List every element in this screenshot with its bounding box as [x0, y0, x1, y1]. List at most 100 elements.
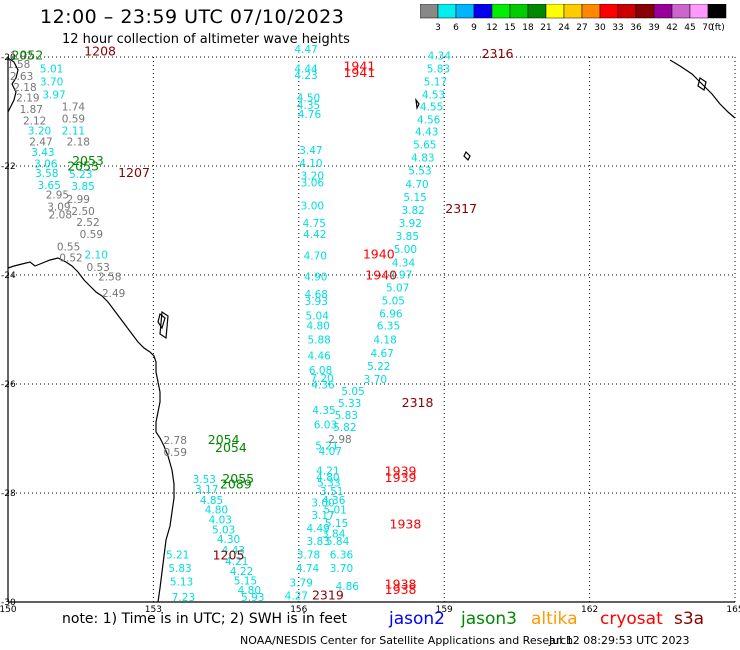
wave-height-label: 2.18 — [13, 82, 36, 94]
page-title: 12:00 – 23:59 UTC 07/10/2023 — [40, 6, 345, 28]
wave-height-label: 4.10 — [299, 158, 322, 170]
lon-tick-label: 162 — [581, 605, 598, 615]
australia-coastline — [7, 257, 175, 603]
wave-height-label: 3.97 — [42, 89, 65, 101]
footer-note: note: 1) Time is in UTC; 2) SWH is in fe… — [62, 611, 348, 627]
wave-height-label: 5.04 — [306, 311, 330, 323]
wave-height-label: 5.53 — [408, 166, 431, 178]
wave-height-label: 5.93 — [241, 592, 264, 604]
wave-height-label: 5.82 — [333, 422, 356, 434]
wave-height-label: 2.58 — [98, 271, 121, 283]
wave-height-label: 0.59 — [80, 229, 103, 241]
wave-height-label: 4.76 — [298, 109, 322, 121]
wave-height-label: 4.43 — [415, 126, 438, 138]
wave-height-label: 3.85 — [396, 231, 419, 243]
wave-height-label: 4.47 — [294, 44, 317, 56]
map-frame — [7, 57, 735, 603]
wave-height-label: 3.58 — [35, 168, 58, 180]
lon-tick-label: 153 — [145, 605, 162, 615]
new-caledonia-tip — [669, 59, 736, 119]
wave-height-label: 4.90 — [304, 271, 327, 283]
wave-height-label: 4.46 — [307, 350, 331, 362]
footer-timestamp: Jul 12 08:29:53 UTC 2023 — [549, 634, 690, 647]
wave-height-label: 5.15 — [403, 192, 426, 204]
pass-time-label: 2052 — [11, 48, 43, 63]
wave-height-label: 5.21 — [315, 440, 338, 452]
wave-height-label: 5.07 — [386, 282, 409, 294]
wave-height-label: 4.49 — [306, 523, 329, 535]
wave-height-label: 0.52 — [59, 252, 82, 264]
wave-height-label: 3.70 — [330, 563, 353, 575]
moreton-island — [157, 312, 166, 330]
wave-height-label: 3.43 — [31, 147, 54, 159]
wave-height-label: 4.34 — [392, 257, 416, 269]
wave-height-label: 5.23 — [69, 169, 92, 181]
legend-jason2: jason2 — [389, 609, 445, 629]
pass-time-label: 1939 — [385, 470, 417, 485]
wave-height-label: 5.33 — [338, 398, 361, 410]
wave-height-label: 4.55 — [420, 101, 443, 113]
scale-label: 15 — [504, 23, 515, 32]
pass-time-label: 2054 — [208, 432, 240, 447]
wave-height-label: 5.01 — [323, 505, 346, 517]
wave-height-label: 4.07 — [319, 446, 342, 458]
pass-time-label: 1938 — [385, 576, 417, 591]
wave-height-label: 2.19 — [16, 93, 39, 105]
wave-height-label: 7.20 — [310, 373, 333, 385]
lat-tick-label: -28 — [1, 489, 16, 499]
wave-height-label: 4.21 — [316, 465, 339, 477]
color-scale-legend: 3 6 9 12 15 18 21 24 27 30 33 36 39 42 45 70(ft) — [420, 4, 727, 32]
coastline — [7, 57, 736, 603]
pass-time-label: 2055 — [222, 471, 254, 486]
wave-height-label: 3.93 — [305, 296, 328, 308]
wave-height-label: 3.20 — [301, 171, 324, 183]
wave-height-label: 1.74 — [62, 101, 86, 113]
wave-height-label: 2.78 — [164, 435, 187, 447]
wave-height-label: 4.56 — [417, 114, 441, 126]
pass-time-label: 1938 — [390, 516, 422, 531]
scale-unit: (ft) — [711, 23, 725, 32]
wave-height-label: 4.68 — [305, 289, 328, 301]
axis-tick-labels: 150153156159162165-20-22-24-26-28-30 — [0, 53, 740, 615]
wave-height-label: 5.33 — [317, 477, 340, 489]
pass-time-label: 2053 — [72, 153, 104, 168]
wave-height-label: 2.12 — [23, 116, 46, 128]
scale-label: 6 — [453, 23, 459, 32]
wave-height-label: 5.05 — [382, 295, 405, 307]
wave-height-label: 4.80 — [306, 321, 329, 333]
wave-height-label: 4.53 — [422, 89, 445, 101]
scale-label: 21 — [540, 23, 551, 32]
wave-height-label: 2.98 — [328, 434, 351, 446]
legend-altika: altika — [531, 609, 578, 629]
wave-height-label: 4.22 — [230, 566, 253, 578]
footer-credit: NOAA/NESDIS Center for Satellite Applica… — [240, 634, 574, 647]
pass-time-label: 2319 — [312, 587, 344, 602]
wave-height-label: 3.92 — [399, 218, 422, 230]
scale-label: 24 — [558, 23, 570, 32]
wave-height-label: 0.55 — [57, 241, 80, 253]
wave-height-label: 3.06 — [301, 178, 325, 190]
wave-height-label: 3.82 — [401, 205, 424, 217]
wave-height-label: 6.36 — [330, 549, 354, 561]
wave-height-label: 4.36 — [322, 495, 346, 507]
scale-label: 33 — [612, 23, 623, 32]
lon-tick-label: 165 — [726, 605, 740, 615]
wave-height-label: 3.00 — [301, 201, 324, 213]
wave-height-label: 4.74 — [296, 563, 320, 575]
wave-height-label: 3.06 — [34, 159, 58, 171]
wave-height-label: 5.22 — [367, 361, 390, 373]
pass-time-label: 1940 — [365, 267, 397, 282]
wave-height-label: 3.20 — [28, 125, 51, 137]
wave-height-label: 4.67 — [370, 348, 393, 360]
whitsunday-coast — [7, 57, 19, 113]
wave-height-label: 4.75 — [303, 218, 326, 230]
scale-label: 39 — [648, 23, 660, 32]
graticule-grid — [7, 56, 736, 603]
wave-height-label: 0.59 — [62, 113, 85, 125]
wave-height-label: 5.05 — [341, 386, 364, 398]
wave-height-label: 2.08 — [49, 209, 72, 221]
new-caledonia-islet — [697, 77, 707, 91]
wave-height-label: 3.70 — [364, 374, 387, 386]
wave-height-label: 2.11 — [62, 125, 85, 137]
wave-height-label: 2.63 — [10, 71, 33, 83]
